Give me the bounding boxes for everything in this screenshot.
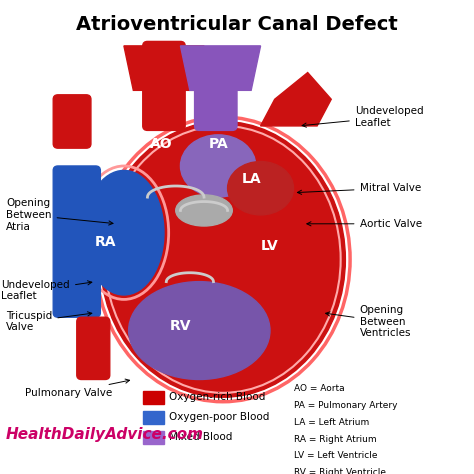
Polygon shape [181, 46, 261, 91]
Text: Oxygen-poor Blood: Oxygen-poor Blood [169, 412, 269, 422]
Text: Opening
Between
Ventricles: Opening Between Ventricles [326, 305, 411, 338]
Ellipse shape [176, 195, 232, 226]
Bar [143, 431, 164, 444]
Text: LV: LV [261, 239, 279, 253]
Text: Mixed Blood: Mixed Blood [169, 432, 232, 442]
Text: Opening
Between
Atria: Opening Between Atria [6, 198, 113, 231]
Bar [143, 391, 164, 404]
Ellipse shape [84, 171, 164, 295]
Text: Mitral Valve: Mitral Valve [297, 183, 421, 194]
Ellipse shape [128, 282, 270, 380]
FancyBboxPatch shape [77, 317, 110, 380]
Text: LA = Left Atrium: LA = Left Atrium [293, 418, 369, 427]
Text: Aortic Valve: Aortic Valve [307, 219, 422, 229]
Text: Oxygen-rich Blood: Oxygen-rich Blood [169, 392, 265, 402]
Text: RA: RA [94, 235, 116, 248]
FancyBboxPatch shape [53, 166, 100, 317]
Text: AO = Aorta: AO = Aorta [293, 384, 344, 393]
Text: Tricuspid
Valve: Tricuspid Valve [6, 311, 92, 332]
Text: Undeveloped
Leaflet: Undeveloped Leaflet [302, 106, 423, 128]
Ellipse shape [228, 162, 293, 215]
Text: PA: PA [208, 137, 228, 151]
Text: HealthDailyAdvice.com: HealthDailyAdvice.com [6, 427, 204, 442]
Ellipse shape [100, 121, 346, 397]
Ellipse shape [181, 135, 256, 197]
Text: Atrioventricular Canal Defect: Atrioventricular Canal Defect [76, 15, 398, 34]
Text: RA = Right Atrium: RA = Right Atrium [293, 435, 376, 444]
Text: AO: AO [150, 137, 173, 151]
Text: LA: LA [241, 173, 261, 186]
Text: PA = Pulmonary Artery: PA = Pulmonary Artery [293, 401, 397, 410]
Text: LV = Left Ventricle: LV = Left Ventricle [293, 452, 377, 461]
FancyBboxPatch shape [195, 50, 237, 130]
Bar [143, 410, 164, 424]
Text: Undeveloped
Leaflet: Undeveloped Leaflet [1, 280, 92, 301]
Text: Pulmonary Valve: Pulmonary Valve [25, 379, 129, 398]
FancyBboxPatch shape [143, 41, 185, 130]
Text: RV: RV [170, 319, 191, 333]
FancyBboxPatch shape [53, 95, 91, 148]
Polygon shape [124, 46, 204, 91]
Text: RV = Right Ventricle: RV = Right Ventricle [293, 468, 385, 474]
Polygon shape [261, 73, 331, 126]
